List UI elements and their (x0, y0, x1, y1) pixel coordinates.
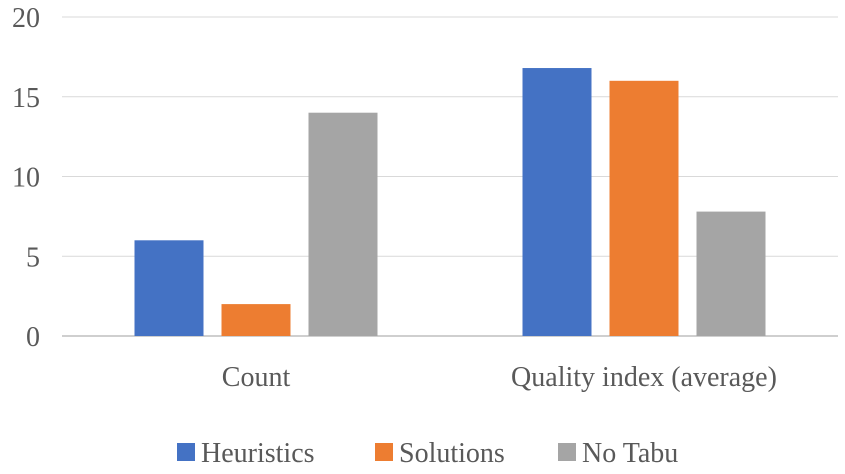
y-tick-label: 20 (12, 3, 40, 34)
y-tick-label: 5 (26, 242, 40, 273)
legend: Heuristics Solutions No Tabu (177, 438, 678, 469)
y-tick-label: 10 (12, 163, 40, 194)
legend-swatch-heuristics (177, 443, 195, 461)
legend-swatch-solutions (375, 443, 393, 461)
bar-solutions-1 (609, 80, 679, 336)
bars (134, 68, 766, 336)
y-axis-ticks: 0 5 10 15 20 (12, 3, 40, 353)
legend-swatch-no-tabu (558, 443, 576, 461)
legend-label: Solutions (399, 438, 505, 469)
y-tick-label: 15 (12, 83, 40, 114)
x-category-label: Count (222, 362, 291, 393)
x-category-label: Quality index (average) (511, 362, 777, 393)
bar-heuristics-1 (522, 68, 592, 336)
bar-solutions-0 (221, 304, 291, 336)
bar-heuristics-0 (134, 240, 204, 336)
y-tick-label: 0 (26, 322, 40, 353)
bar-no-tabu-1 (696, 211, 766, 336)
bar-no-tabu-0 (308, 112, 378, 336)
legend-label: No Tabu (582, 438, 678, 469)
x-axis-categories: Count Quality index (average) (222, 362, 777, 393)
legend-label: Heuristics (201, 438, 315, 469)
